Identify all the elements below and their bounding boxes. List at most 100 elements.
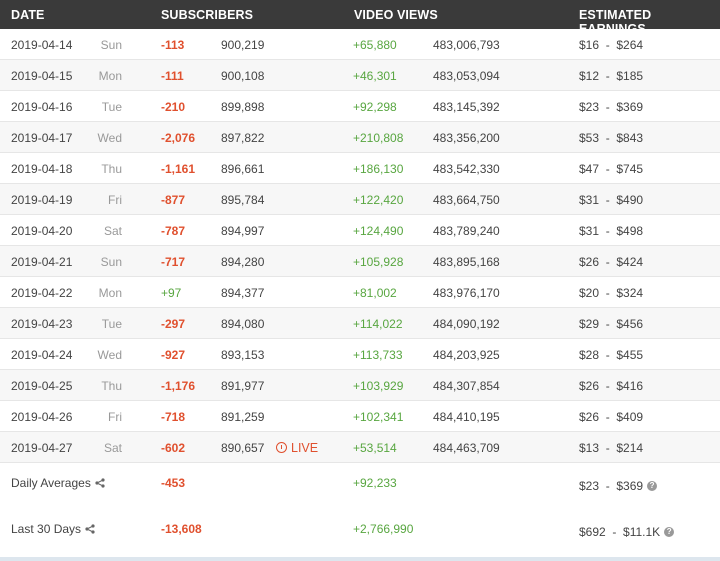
daily-averages-earnings: $23 - $369 — [579, 479, 644, 493]
table-row: 2019-04-17 Wed -2,076 897,822 +210,808 483,35… — [0, 122, 720, 153]
date-cell: 2019-04-27 — [11, 441, 73, 455]
subscriber-total-cell: 899,898 — [221, 100, 265, 114]
table-row: 2019-04-20 Sat -787 894,997 +124,490 483,789,… — [0, 215, 720, 246]
date-cell: 2019-04-14 — [11, 38, 73, 52]
header-video-views: VIDEO VIEWS — [354, 8, 438, 22]
earnings-cell: $26 - $409 — [579, 410, 644, 424]
daily-averages-row: Daily Averages -453 +92,233 $23 - $369? — [0, 463, 720, 507]
table-row: 2019-04-16 Tue -210 899,898 +92,298 483,145,3… — [0, 91, 720, 122]
view-total-cell: 484,410,195 — [433, 410, 500, 424]
daily-averages-view-delta: +92,233 — [353, 476, 397, 490]
view-total-cell: 484,203,925 — [433, 348, 500, 362]
share-icon[interactable] — [85, 524, 95, 534]
earnings-cell: $12 - $185 — [579, 69, 644, 83]
day-cell: Thu — [101, 379, 122, 393]
subscriber-total-cell: 894,080 — [221, 317, 265, 331]
day-cell: Mon — [98, 69, 122, 83]
table-row: 2019-04-25 Thu -1,176 891,977 +103,929 484,30… — [0, 370, 720, 401]
earnings-cell: $26 - $424 — [579, 255, 644, 269]
subscriber-total-cell: 900,108 — [221, 69, 265, 83]
subscriber-total-cell: 897,822 — [221, 131, 265, 145]
subscriber-delta-cell: -927 — [161, 348, 186, 362]
header-date: DATE — [11, 8, 45, 22]
view-total-cell: 484,463,709 — [433, 441, 500, 455]
table-row: 2019-04-19 Fri -877 895,784 +122,420 483,664,… — [0, 184, 720, 215]
help-icon[interactable]: ? — [664, 527, 675, 537]
table-header: DATE SUBSCRIBERS VIDEO VIEWS ESTIMATED E… — [0, 0, 720, 36]
date-cell: 2019-04-25 — [11, 379, 73, 393]
date-cell: 2019-04-19 — [11, 193, 73, 207]
day-cell: Sun — [100, 255, 122, 269]
earnings-cell: $47 - $745 — [579, 162, 644, 176]
view-delta-cell: +113,733 — [353, 348, 403, 362]
last-30-days-earnings: $692 - $11.1K — [579, 525, 661, 539]
live-label: LIVE — [291, 441, 319, 455]
day-cell: Sun — [100, 38, 122, 52]
date-cell: 2019-04-15 — [11, 69, 73, 83]
day-cell: Sat — [103, 441, 122, 455]
day-cell: Fri — [108, 193, 122, 207]
view-delta-cell: +46,301 — [353, 69, 397, 83]
date-cell: 2019-04-26 — [11, 410, 73, 424]
table-row: 2019-04-24 Wed -927 893,153 +113,733 484,203,… — [0, 339, 720, 370]
view-delta-cell: +65,880 — [353, 38, 397, 52]
subscriber-total-cell: 896,661 — [221, 162, 265, 176]
view-delta-cell: +81,002 — [353, 286, 397, 300]
subscriber-total-cell: 900,219 — [221, 38, 265, 52]
table-row: 2019-04-21 Sun -717 894,280 +105,928 483,895,… — [0, 246, 720, 277]
subscriber-delta-cell: -2,076 — [161, 131, 196, 145]
table-row: 2019-04-23 Tue -297 894,080 +114,022 484,090,… — [0, 308, 720, 339]
day-cell: Wed — [97, 131, 122, 145]
table-row: 2019-04-15 Mon -111 900,108 +46,301 483,053,0… — [0, 60, 720, 91]
view-delta-cell: +103,929 — [353, 379, 404, 393]
live-badge[interactable]: LIVE — [276, 441, 318, 455]
date-cell: 2019-04-21 — [11, 255, 73, 269]
table-row: 2019-04-14 Sun -113 900,219 +65,880 483,006,7… — [0, 29, 720, 60]
subscriber-total-cell: 891,977 — [221, 379, 265, 393]
daily-averages-earnings-wrap: $23 - $369? — [579, 479, 658, 493]
date-cell: 2019-04-24 — [11, 348, 73, 362]
subscriber-total-cell: 890,657 — [221, 441, 265, 455]
subscriber-delta-cell: +97 — [161, 286, 182, 300]
view-total-cell: 483,895,168 — [433, 255, 500, 269]
view-total-cell: 483,356,200 — [433, 131, 500, 145]
subscriber-delta-cell: -787 — [161, 224, 186, 238]
last-30-days-view-delta: +2,766,990 — [353, 522, 414, 536]
subscriber-delta-cell: -111 — [161, 69, 184, 83]
earnings-cell: $20 - $324 — [579, 286, 644, 300]
help-icon[interactable]: ? — [647, 481, 658, 491]
date-cell: 2019-04-23 — [11, 317, 73, 331]
subscriber-delta-cell: -1,176 — [161, 379, 196, 393]
share-icon[interactable] — [95, 478, 105, 488]
subscriber-total-cell: 893,153 — [221, 348, 265, 362]
header-subscribers: SUBSCRIBERS — [161, 8, 254, 22]
date-cell: 2019-04-18 — [11, 162, 73, 176]
subscriber-delta-cell: -877 — [161, 193, 186, 207]
view-delta-cell: +53,514 — [353, 441, 397, 455]
view-total-cell: 483,664,750 — [433, 193, 500, 207]
live-clock-icon — [276, 442, 287, 453]
view-total-cell: 483,789,240 — [433, 224, 500, 238]
daily-averages-text: Daily Averages — [11, 476, 91, 490]
day-cell: Sat — [103, 224, 122, 238]
view-total-cell: 483,053,094 — [433, 69, 500, 83]
day-cell: Tue — [101, 100, 122, 114]
daily-averages-label[interactable]: Daily Averages — [11, 476, 105, 490]
date-cell: 2019-04-20 — [11, 224, 73, 238]
table-row: 2019-04-22 Mon +97 894,377 +81,002 483,976,17… — [0, 277, 720, 308]
subscriber-total-cell: 894,377 — [221, 286, 265, 300]
view-total-cell: 483,542,330 — [433, 162, 500, 176]
view-delta-cell: +122,420 — [353, 193, 404, 207]
earnings-cell: $31 - $498 — [579, 224, 644, 238]
last-30-days-text: Last 30 Days — [11, 522, 82, 536]
earnings-cell: $23 - $369 — [579, 100, 644, 114]
header-earnings: ESTIMATED EARNINGS — [579, 8, 652, 36]
daily-averages-sub-delta: -453 — [161, 476, 186, 490]
earnings-cell: $28 - $455 — [579, 348, 644, 362]
last-30-days-label[interactable]: Last 30 Days — [11, 522, 95, 536]
subscriber-delta-cell: -717 — [161, 255, 186, 269]
subscriber-delta-cell: -1,161 — [161, 162, 196, 176]
subscriber-delta-cell: -602 — [161, 441, 186, 455]
earnings-cell: $29 - $456 — [579, 317, 644, 331]
table-row: 2019-04-18 Thu -1,161 896,661 +186,130 483,54… — [0, 153, 720, 184]
